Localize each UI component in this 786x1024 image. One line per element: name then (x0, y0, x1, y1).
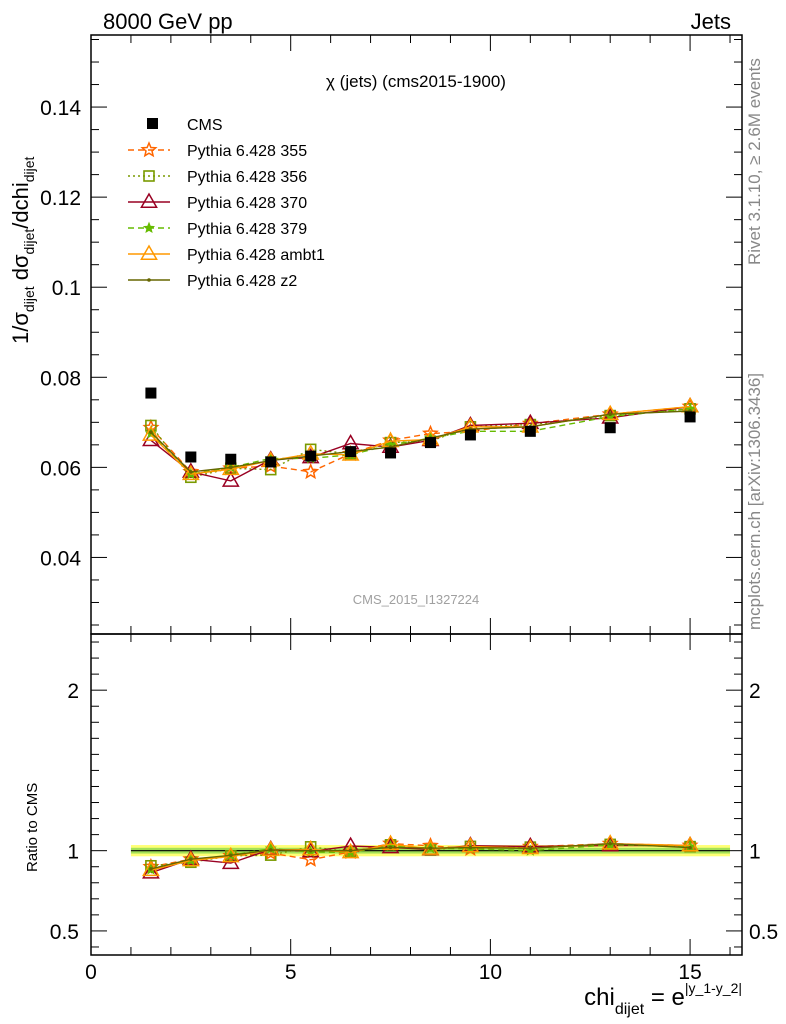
legend-label: CMS (187, 117, 223, 134)
analysis-watermark: CMS_2015_I1327224 (353, 592, 480, 607)
marker-dot (189, 857, 193, 861)
y-tick-label: 0.1 (52, 277, 81, 300)
marker-star (302, 462, 320, 480)
series-line-5 (150, 410, 691, 473)
cms-data-point (604, 422, 616, 434)
marker-triangle (461, 836, 480, 853)
header-left: 8000 GeV pp (103, 9, 233, 34)
marker-dot (228, 853, 233, 858)
marker-dot (428, 846, 433, 851)
cms-data-point (345, 446, 357, 458)
ratio-tick-label-right: 0.5 (749, 921, 778, 944)
marker-dot (149, 867, 153, 871)
marker-dot (688, 845, 692, 850)
marker-triangle (181, 464, 200, 481)
axes-layer: 0 5 10 15 0.04 0.06 0.08 0.1 0.12 0.14 0.5 0.5 1 1 2 2 (40, 35, 778, 984)
y-axis-label: 1/σdijet dσdijet/dchidijet (8, 156, 37, 344)
marker-triangle (261, 840, 280, 856)
ratio-tick-label-left: 2 (67, 680, 79, 703)
marker-dot (608, 412, 613, 417)
legend-label: Pythia 6.428 379 (187, 221, 307, 238)
cms-data-point (145, 387, 157, 399)
legend-label: Pythia 6.428 356 (187, 169, 307, 186)
marker-triangle (521, 838, 540, 855)
marker-dot (388, 845, 393, 850)
marker-triangle (142, 860, 160, 877)
legend-label: Pythia 6.428 ambt1 (187, 247, 325, 264)
cms-data-point (684, 411, 696, 423)
y-tick-label: 0.04 (40, 547, 81, 570)
x-tick-label: 5 (285, 961, 297, 984)
marker-dot (308, 848, 313, 853)
cms-data-point (305, 450, 317, 462)
ratio-axis-label: Ratio to CMS (24, 783, 41, 872)
x-tick-label: 10 (479, 961, 502, 984)
marker-dot (268, 848, 273, 852)
mcplots-reference-label: mcplots.cern.ch [arXiv:1306.3436] (745, 373, 764, 630)
y-tick-label: 0.08 (40, 367, 81, 390)
ratio-tick-label-right: 2 (749, 680, 761, 703)
marker-square (143, 170, 155, 182)
x-axis-label: chidijet = e|y_1-y_2| (584, 980, 742, 1018)
x-tick-label: 0 (85, 961, 97, 984)
marker-star (140, 141, 158, 158)
marker-star-filled (142, 221, 156, 234)
cms-data-point (424, 437, 436, 449)
legend-label: Pythia 6.428 355 (187, 143, 307, 160)
cms-data-point (185, 451, 197, 463)
x-tick-label: 15 (678, 961, 701, 984)
y-tick-label: 0.06 (40, 457, 81, 480)
marker-triangle (221, 471, 240, 487)
header-right: Jets (691, 9, 731, 34)
marker-triangle (601, 834, 620, 850)
rivet-version-label: Rivet 3.1.10, ≥ 2.6M events (745, 58, 764, 265)
cms-data-point (385, 447, 397, 459)
marker-triangle (601, 404, 620, 421)
legend-marker-cms (147, 118, 158, 129)
marker-dot (147, 278, 151, 282)
legend-label: Pythia 6.428 z2 (187, 273, 297, 290)
marker-dot (468, 845, 473, 850)
marker-triangle (301, 839, 320, 856)
legend: CMS Pythia 6.428 355 Pythia 6.428 356 Pythi… (128, 117, 325, 290)
chart-title: χ (jets) (cms2015-1900) (326, 72, 506, 91)
cms-data-point (464, 429, 476, 441)
ratio-line-5 (150, 842, 691, 870)
marker-dot (348, 848, 353, 853)
marker-dot (528, 846, 533, 851)
marker-triangle (142, 425, 160, 441)
cms-data-point (524, 425, 536, 437)
marker-triangle (681, 835, 699, 852)
legend-label: Pythia 6.428 370 (187, 195, 307, 212)
marker-triangle (140, 244, 158, 260)
cms-data-point (225, 453, 237, 465)
ratio-tick-label-left: 0.5 (50, 921, 79, 944)
ratio-line-2 (150, 844, 691, 874)
ratio-tick-label-right: 1 (749, 841, 761, 864)
ratio-tick-label-left: 1 (67, 841, 79, 864)
marker-dot (228, 465, 233, 470)
marker-dot (189, 470, 193, 474)
marker-triangle (381, 834, 400, 851)
marker-dot (149, 430, 153, 435)
marker-triangle (140, 192, 158, 208)
cms-data-point (265, 456, 277, 468)
series-layer (142, 387, 699, 879)
y-tick-label: 0.12 (40, 187, 81, 210)
series-line-2 (150, 405, 691, 482)
marker-triangle (142, 863, 160, 879)
marker-dot (608, 841, 613, 846)
y-tick-label: 0.14 (40, 97, 81, 120)
ratio-panel-frame (90, 633, 743, 956)
